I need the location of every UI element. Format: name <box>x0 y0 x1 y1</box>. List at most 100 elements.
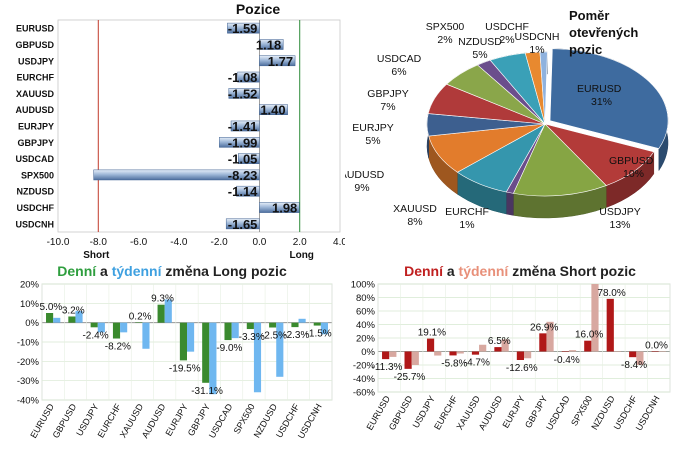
long-bar-denn--usdcnh <box>313 322 321 326</box>
pozice-category-usdcnh: USDCNH <box>15 219 54 229</box>
long-bar-denn--usdcad <box>224 322 232 341</box>
short-data-label-eurjpy: -12.6% <box>506 363 538 374</box>
pie-name-usdjpy: USDJPY <box>599 206 640 218</box>
pie-name-usdcad: USDCAD <box>377 53 422 65</box>
short-data-label-audusd: 6.5% <box>488 336 511 347</box>
short-data-label-gbpusd: -25.7% <box>394 372 426 383</box>
pie-pct-gbpjpy: 7% <box>380 101 395 113</box>
long-title-part-1: a <box>96 263 112 279</box>
long-bar-denn--xauusd <box>135 322 143 323</box>
short-data-label-nzdusd: 78.0% <box>597 288 625 299</box>
pozice-xtick-2: -6.0 <box>130 237 148 248</box>
long-data-label-usdjpy: -2.4% <box>82 330 108 341</box>
short-bar-t-denn--usdjpy <box>434 351 442 356</box>
short-title-part-1: a <box>443 263 459 279</box>
short-bar-t-denn--gbpusd <box>411 351 419 365</box>
long-data-label-eurjpy: -19.5% <box>169 363 201 374</box>
long-title-part-2: týdenní <box>112 263 163 279</box>
pozice-plot-area <box>57 19 341 233</box>
long-ytick-5: 10% <box>20 299 40 310</box>
long-bar-t-denn--eurusd <box>53 317 61 323</box>
short-bar-denn--audusd <box>494 347 502 352</box>
long-ytick-0: -40% <box>17 396 40 407</box>
long-bar-t-denn--nzdusd <box>276 322 284 377</box>
short-title-part-0: Denní <box>404 263 444 279</box>
long-title-part-0: Denní <box>57 263 97 279</box>
pozice-bar-eurchf <box>237 71 260 83</box>
long-ytick-6: 20% <box>20 280 40 291</box>
pomer-title-1: Poměr <box>569 8 609 23</box>
pozice-label-usdcad: -1.05 <box>228 152 258 167</box>
long-data-label-usdchf: -2.3% <box>283 330 309 341</box>
pozice-label-audusd: 1.40 <box>260 103 285 118</box>
short-data-label-xauusd: -4.7% <box>464 358 490 369</box>
long-bar-denn--nzdusd <box>269 322 277 328</box>
short-bar-t-denn--usdcnh <box>658 351 666 352</box>
long-bar-denn--spx500 <box>246 322 254 330</box>
pozice-bar-xauusd <box>228 88 260 99</box>
pie-slice-gbpusd <box>544 123 655 186</box>
pozice-xtick-3: -4.0 <box>170 237 188 248</box>
long-bar-denn--usdchf <box>291 322 299 328</box>
short-bar-denn--usdchf <box>629 351 637 358</box>
short-change-title: Denní a týdenní změna Short pozic <box>404 263 636 279</box>
pozice-xtick-7: 4.0 <box>333 237 345 248</box>
pozice-category-gbpjpy: GBPJPY <box>17 138 54 148</box>
long-ytick-1: -30% <box>17 376 40 387</box>
short-ytick-8: 100% <box>351 280 376 291</box>
short-bar-denn--usdjpy <box>426 338 435 352</box>
pie-slice-usdjpy <box>512 123 607 197</box>
pozice-xtick-5: 0.0 <box>252 237 266 248</box>
pozice-category-usdcad: USDCAD <box>15 154 54 164</box>
pozice-label-eurjpy: -1.41 <box>228 119 258 134</box>
pozice-category-gbpusd: GBPUSD <box>15 40 54 50</box>
long-bar-t-denn--eurchf <box>120 322 128 333</box>
pie-side-eurchf <box>506 191 514 216</box>
pozice-label-usdjpy: 1.77 <box>268 54 293 69</box>
long-bar-t-denn--gbpjpy <box>209 322 217 395</box>
long-bar-t-denn--audusd <box>164 299 172 323</box>
long-data-label-spx500: -3.3% <box>239 332 265 343</box>
long-bar-t-denn--eurjpy <box>187 322 195 352</box>
short-bar-denn--gbpusd <box>404 351 412 369</box>
short-bar-denn--spx500 <box>584 340 592 352</box>
pozice-xtick-6: 2.0 <box>293 237 307 248</box>
pozice-xtick-4: -2.0 <box>211 237 229 248</box>
pozice-label-gbpusd: 1.18 <box>256 37 281 52</box>
short-data-label-usdcad: -0.4% <box>554 355 580 366</box>
pie-name-gbpjpy: GBPJPY <box>367 88 408 100</box>
pie-name-eurusd: EURUSD <box>577 83 622 95</box>
pozice-bar-eurjpy <box>230 120 260 132</box>
pie-pct-spx500: 2% <box>437 34 452 46</box>
long-change-title: Denní a týdenní změna Long pozic <box>57 263 287 279</box>
pie-pct-usdchf: 2% <box>499 34 514 46</box>
long-title-part-3: změna Long pozic <box>162 263 287 279</box>
long-data-label-eurusd: 5.0% <box>40 302 63 313</box>
pozice-label-eurchf: -1.08 <box>228 70 258 85</box>
short-ytick-2: -20% <box>353 361 376 372</box>
pozice-category-usdjpy: USDJPY <box>18 56 54 66</box>
long-ytick-3: -10% <box>17 338 40 349</box>
long-data-label-gbpjpy: -31.1% <box>191 386 223 397</box>
short-data-label-eurusd: -11.3% <box>372 362 403 373</box>
pozice-label-nzdusd: -1.14 <box>228 184 258 199</box>
short-ytick-0: -60% <box>353 388 376 399</box>
pozice-bar-usdcad <box>238 153 260 164</box>
pozice-bar-usdchf <box>259 202 300 213</box>
pozice-category-nzdusd: NZDUSD <box>17 187 55 197</box>
pie-name-nzdusd: NZDUSD <box>458 36 502 48</box>
long-change-chart: Denní a týdenní změna Long pozic -40% -30… <box>17 263 333 440</box>
short-ytick-4: 20% <box>356 334 376 345</box>
long-data-label-xauusd: 0.2% <box>129 311 152 322</box>
pie-pct-eurchf: 1% <box>459 219 474 231</box>
long-bar-t-denn--spx500 <box>253 322 262 393</box>
pozice-xtick-0: -10.0 <box>47 237 70 248</box>
long-ytick-4: 0% <box>25 318 39 329</box>
long-bar-t-denn--usdcnh <box>320 322 328 335</box>
pie-name-usdcnh: USDCNH <box>515 31 560 43</box>
pozice-bar-spx500 <box>93 169 260 181</box>
pozice-bar-usdcnh <box>225 218 260 230</box>
short-ytick-3: 0% <box>361 347 375 358</box>
pozice-bar-usdjpy <box>259 55 296 67</box>
pie-name-gbpusd: GBPUSD <box>609 155 654 167</box>
